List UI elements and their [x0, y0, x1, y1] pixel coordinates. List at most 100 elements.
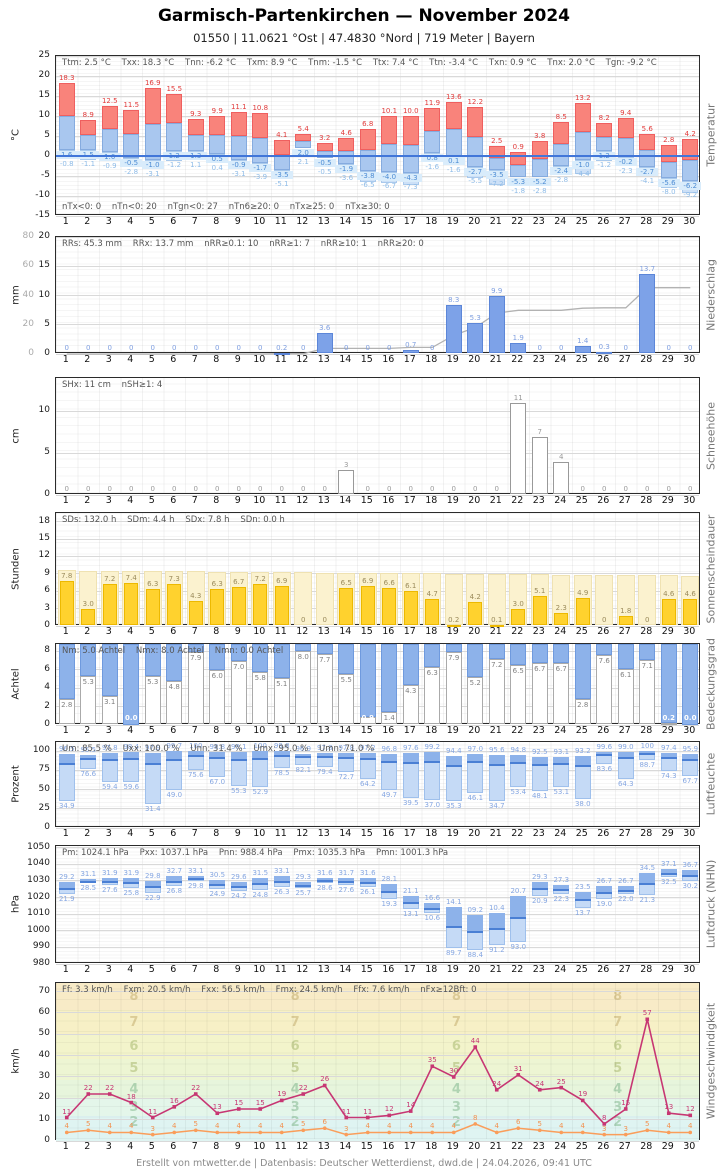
bar-cloud-clear: [273, 678, 290, 724]
gridline-major: [56, 863, 699, 865]
gridline-major: [56, 687, 699, 689]
y-tick: 1040: [27, 858, 50, 869]
label-min: 21.3: [639, 896, 656, 905]
label-precip: 0: [236, 344, 241, 352]
mean-line: [510, 917, 527, 920]
mean-line: [166, 759, 183, 762]
gridline-major: [56, 75, 699, 77]
label-snow: 0: [258, 485, 263, 493]
plot-precipitation: RRs: 45.3 mm RRx: 13.7 mm nRR≥0.1: 10 nR…: [55, 236, 700, 355]
label-tgmin: -3.1: [231, 169, 246, 178]
page-subtitle: 01550 | 11.0621 °Ost | 47.4830 °Nord | 7…: [193, 31, 535, 45]
day-label: 8: [213, 964, 220, 975]
day-label: 13: [317, 964, 330, 975]
bar-cloud-clear: [101, 696, 118, 724]
gridline-major: [56, 55, 699, 57]
y-tick: 1030: [27, 874, 50, 885]
grid-layer: [56, 742, 699, 829]
day-label: 19: [446, 1141, 459, 1152]
label-precip: 0: [193, 344, 198, 352]
bar-range-upper: [359, 878, 376, 883]
y-tick: 50: [38, 1028, 50, 1039]
label-snow: 0: [150, 485, 155, 493]
label-max: 100: [640, 742, 654, 751]
gridline-major: [56, 946, 699, 948]
label-gust: 24: [535, 1079, 545, 1088]
label-tgmin: -3.6: [339, 173, 354, 182]
bar-cloud-sky: [402, 644, 419, 686]
label-cloud: 0.0: [684, 714, 697, 722]
label-cloud: 7.6: [598, 657, 610, 666]
day-label: 10: [253, 725, 266, 736]
day-label: 19: [446, 495, 459, 506]
label-min: 13.1: [402, 909, 419, 918]
label-min: 34.7: [488, 802, 505, 811]
bar-range-upper: [424, 903, 441, 908]
label-min: 83.6: [596, 764, 613, 773]
day-label: 2: [84, 828, 91, 839]
label-max: 33.1: [273, 866, 290, 875]
day-label: 17: [403, 354, 416, 365]
day-label: 6: [170, 495, 177, 506]
label-max: 29.3: [295, 873, 312, 882]
day-label: 14: [339, 828, 352, 839]
day-label: 24: [554, 626, 567, 637]
label-gust: 26: [320, 1075, 330, 1084]
label-max: 97.9: [144, 743, 161, 752]
bar-tmin: [402, 144, 419, 174]
label-precip: 0: [86, 344, 91, 352]
label-max: 32.7: [166, 867, 183, 876]
label-sun: 0.2: [448, 615, 460, 624]
bar-tmin: [596, 137, 613, 152]
bar-tmax: [338, 137, 355, 151]
label-mean-wind: 4: [559, 1122, 564, 1131]
mean-line: [639, 752, 656, 755]
bar-sun: [403, 590, 418, 625]
gridline-major: [56, 1055, 699, 1057]
y-tick: 0: [44, 489, 50, 499]
day-label: 5: [148, 725, 155, 736]
bar-tmin: [295, 141, 312, 148]
y-tick: -15: [35, 210, 50, 220]
day-label: 12: [296, 216, 309, 227]
label-gust: 12: [384, 1105, 394, 1114]
label-gust: 14: [406, 1101, 416, 1110]
bar-cloud-sky: [338, 644, 355, 675]
mean-line: [80, 757, 97, 760]
bar-range-upper: [531, 756, 548, 764]
label-mean-wind: 5: [193, 1120, 198, 1129]
label-tmin: 0.5: [206, 155, 229, 163]
day-label: 17: [403, 626, 416, 637]
stats-line: Ttm: 2.5 °C Txx: 18.3 °C Tnn: -6.2 °C Tx…: [62, 58, 657, 68]
y-tick: -10: [35, 190, 50, 200]
y-tick: 60: [38, 1006, 50, 1017]
day-label: 13: [317, 216, 330, 227]
bar-sun: [532, 596, 547, 625]
bar-snow: [510, 403, 527, 494]
label-tmin: -3.5: [270, 171, 293, 179]
bar-tmin: [682, 160, 699, 181]
day-label: 17: [403, 495, 416, 506]
day-label: 26: [597, 1141, 610, 1152]
mean-line: [381, 760, 398, 763]
day-label: 24: [554, 216, 567, 227]
label-tmin: -5.2: [528, 177, 551, 186]
y-tick: 1000: [27, 924, 50, 935]
day-label: 28: [640, 354, 653, 365]
plot-wind: 2345678234567823456782345678Ff: 3.3 km/h…: [55, 982, 700, 1142]
label-cloud: 8.0: [297, 653, 309, 662]
plot-sunshine: SDs: 132.0 h SDm: 4.4 h SDx: 7.8 h SDn: …: [55, 512, 700, 628]
panel-label-precipitation: Niederschlag: [704, 258, 718, 331]
label-max: 09.2: [467, 906, 484, 915]
gridline-major: [56, 1140, 699, 1142]
bar-tmin: [80, 135, 97, 150]
gridline-major: [56, 808, 699, 810]
label-snow: 0: [86, 485, 91, 493]
mean-line: [381, 890, 398, 893]
day-label: 20: [468, 216, 481, 227]
label-gust: 57: [642, 1009, 652, 1018]
label-min: 38.0: [574, 799, 591, 808]
bar-tmax: [574, 103, 591, 132]
label-mean-wind: 4: [64, 1122, 69, 1131]
day-label: 9: [234, 1141, 241, 1152]
